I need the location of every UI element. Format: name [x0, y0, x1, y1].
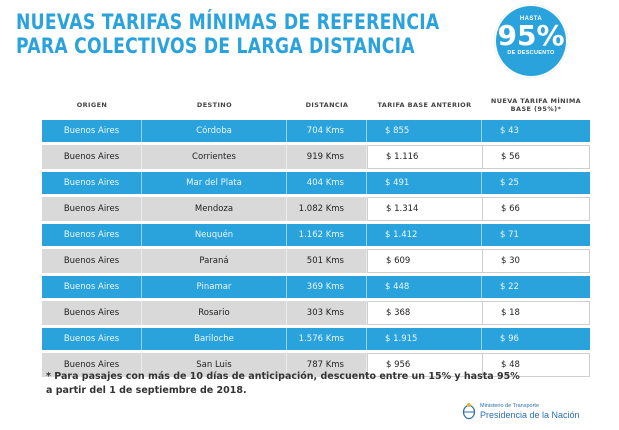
- table-row: Buenos Aires Mar del Plata 404 Kms $ 491 $ 2…: [42, 172, 590, 194]
- discount-badge: HASTA 95% DE DESCUENTO: [494, 4, 568, 78]
- title-line-1: NUEVAS TARIFAS MÍNIMAS DE REFERENCIA: [16, 10, 440, 34]
- cell-origen: Buenos Aires: [42, 353, 142, 377]
- cell-nueva-tarifa: $ 25: [482, 172, 590, 194]
- cell-tarifa-anterior: $ 609: [367, 249, 482, 273]
- table-row: Buenos Aires Paraná 501 Kms $ 609 $ 30: [42, 249, 590, 273]
- cell-origen: Buenos Aires: [42, 145, 142, 169]
- badge-value: 95%: [497, 19, 565, 52]
- cell-nueva-tarifa: $ 48: [482, 353, 590, 377]
- cell-tarifa-anterior: $ 1.412: [367, 224, 482, 246]
- cell-nueva-tarifa: $ 30: [482, 249, 590, 273]
- table-row: Buenos Aires Córdoba 704 Kms $ 855 $ 43: [42, 120, 590, 142]
- header-origen: ORIGEN: [76, 101, 108, 109]
- cell-destino: Corrientes: [142, 145, 287, 169]
- cell-destino: San Luis: [142, 353, 287, 377]
- cell-distancia: 303 Kms: [287, 301, 367, 325]
- cell-destino: Rosario: [142, 301, 287, 325]
- cell-origen: Buenos Aires: [42, 276, 142, 298]
- cell-tarifa-anterior: $ 855: [367, 120, 482, 142]
- title-line-2: PARA COLECTIVOS DE LARGA DISTANCIA: [16, 34, 415, 58]
- table-header-row: ORIGEN DESTINO DISTANCIA TARIFA BASE ANT…: [42, 93, 590, 117]
- cell-origen: Buenos Aires: [42, 301, 142, 325]
- cell-distancia: 1.162 Kms: [287, 224, 367, 246]
- cell-tarifa-anterior: $ 1.116: [367, 145, 482, 169]
- table-row: Buenos Aires Bariloche 1.576 Kms $ 1.915 $ 9…: [42, 328, 590, 350]
- cell-destino: Paraná: [142, 249, 287, 273]
- table-row: Buenos Aires San Luis 787 Kms $ 956 $ 48: [42, 353, 590, 377]
- cell-tarifa-anterior: $ 491: [367, 172, 482, 194]
- cell-origen: Buenos Aires: [42, 224, 142, 246]
- cell-nueva-tarifa: $ 56: [482, 145, 590, 169]
- argentina-seal-icon: [462, 403, 476, 420]
- page-title: NUEVAS TARIFAS MÍNIMAS DE REFERENCIA PAR…: [16, 10, 532, 58]
- footer-logo: Ministerio de Transporte Presidencia de …: [462, 402, 580, 420]
- ministry-label: Ministerio de Transporte: [480, 402, 539, 409]
- cell-nueva-tarifa: $ 71: [482, 224, 590, 246]
- cell-origen: Buenos Aires: [42, 172, 142, 194]
- table-row: Buenos Aires Corrientes 919 Kms $ 1.116 $ 56: [42, 145, 590, 169]
- cell-destino: Neuquén: [142, 224, 287, 246]
- cell-distancia: 919 Kms: [287, 145, 367, 169]
- cell-distancia: 1.576 Kms: [287, 328, 367, 350]
- cell-tarifa-anterior: $ 448: [367, 276, 482, 298]
- header-tarifa-anterior: TARIFA BASE ANTERIOR: [377, 101, 472, 109]
- table-row: Buenos Aires Mendoza 1.082 Kms $ 1.314 $ 66: [42, 197, 590, 221]
- cell-nueva-tarifa: $ 66: [482, 197, 590, 221]
- badge-bottom-text: DE DESCUENTO: [507, 50, 555, 56]
- cell-destino: Córdoba: [142, 120, 287, 142]
- cell-tarifa-anterior: $ 368: [367, 301, 482, 325]
- cell-distancia: 704 Kms: [287, 120, 367, 142]
- cell-destino: Bariloche: [142, 328, 287, 350]
- table-row: Buenos Aires Rosario 303 Kms $ 368 $ 18: [42, 301, 590, 325]
- cell-tarifa-anterior: $ 956: [367, 353, 482, 377]
- cell-destino: Pinamar: [142, 276, 287, 298]
- cell-origen: Buenos Aires: [42, 328, 142, 350]
- presidency-label: Presidencia de la Nación: [480, 409, 580, 420]
- badge-top-text: HASTA: [519, 16, 543, 22]
- cell-distancia: 369 Kms: [287, 276, 367, 298]
- cell-tarifa-anterior: $ 1.314: [367, 197, 482, 221]
- cell-nueva-tarifa: $ 96: [482, 328, 590, 350]
- cell-distancia: 501 Kms: [287, 249, 367, 273]
- header-destino: DESTINO: [196, 101, 233, 109]
- header-nueva-tarifa: NUEVA TARIFA MÍNIMA BASE (95%)*: [490, 97, 582, 113]
- cell-nueva-tarifa: $ 43: [482, 120, 590, 142]
- cell-origen: Buenos Aires: [42, 120, 142, 142]
- footnote-line-1: * Para pasajes con más de 10 días de ant…: [46, 371, 520, 382]
- cell-nueva-tarifa: $ 18: [482, 301, 590, 325]
- cell-destino: Mendoza: [142, 197, 287, 221]
- footnote-line-2: a partir del 1 de septiembre de 2018.: [46, 385, 247, 396]
- cell-origen: Buenos Aires: [42, 197, 142, 221]
- table-row: Buenos Aires Pinamar 369 Kms $ 448 $ 22: [42, 276, 590, 298]
- footnote: * Para pasajes con más de 10 días de ant…: [46, 370, 520, 398]
- cell-origen: Buenos Aires: [42, 249, 142, 273]
- cell-tarifa-anterior: $ 1.915: [367, 328, 482, 350]
- cell-distancia: 404 Kms: [287, 172, 367, 194]
- cell-distancia: 1.082 Kms: [287, 197, 367, 221]
- cell-distancia: 787 Kms: [287, 353, 367, 377]
- fares-table: ORIGEN DESTINO DISTANCIA TARIFA BASE ANT…: [42, 90, 590, 380]
- table-row: Buenos Aires Neuquén 1.162 Kms $ 1.412 $ 71: [42, 224, 590, 246]
- header-distancia: DISTANCIA: [305, 101, 349, 109]
- cell-nueva-tarifa: $ 22: [482, 276, 590, 298]
- cell-destino: Mar del Plata: [142, 172, 287, 194]
